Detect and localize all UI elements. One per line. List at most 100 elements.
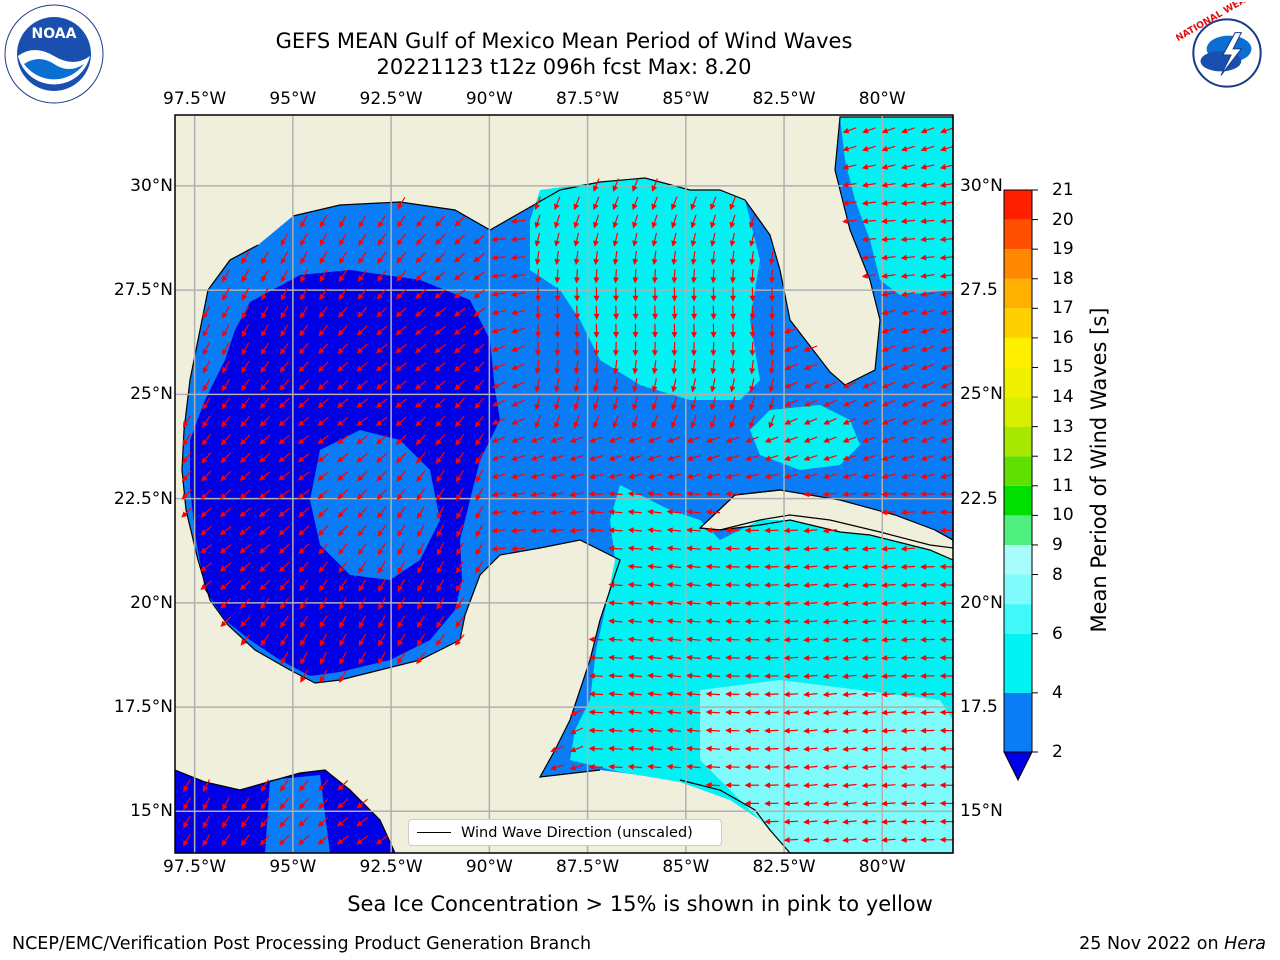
wind-arrowhead (940, 437, 947, 443)
wind-arrowhead (554, 277, 561, 284)
wind-arrowhead (240, 639, 247, 646)
wind-arrowhead (297, 456, 305, 463)
colorbar-segment (1004, 308, 1032, 338)
wind-arrowhead (534, 221, 541, 229)
footer-organization: NCEP/EMC/Verification Post Processing Pr… (12, 934, 592, 954)
wind-arrowhead (900, 545, 907, 552)
wind-arrowhead (298, 384, 305, 391)
wind-arrowhead (397, 585, 404, 592)
wind-arrowhead (356, 802, 363, 809)
wind-arrowhead (279, 348, 286, 355)
wind-arrowhead (666, 490, 673, 497)
wind-arrowhead (553, 421, 560, 429)
wind-arrowhead (317, 456, 324, 463)
wind-arrowhead (608, 709, 615, 716)
wind-arrowhead (241, 330, 248, 338)
wind-arrowhead (920, 346, 928, 352)
colorbar-tick-label: 16 (1052, 327, 1074, 348)
wind-arrowhead (900, 673, 907, 680)
wind-arrowhead (920, 437, 928, 443)
wind-arrowhead (396, 456, 403, 464)
wind-arrowhead (278, 438, 285, 445)
wind-arrowhead (764, 437, 772, 443)
wind-arrowhead (920, 364, 928, 371)
wind-arrowhead (613, 295, 619, 302)
wind-arrowhead (358, 239, 365, 246)
colorbar-segment (1004, 604, 1032, 634)
wind-arrowhead (920, 473, 927, 480)
wind-arrowhead (920, 236, 927, 243)
lat-tick-right: 17.5 (960, 697, 998, 718)
wind-arrowhead (686, 563, 693, 570)
wind-arrowhead (920, 509, 927, 516)
wind-arrowhead (744, 582, 751, 588)
wind-arrowhead (920, 654, 927, 661)
wind-arrowhead (435, 238, 442, 245)
wind-arrowhead (261, 257, 267, 265)
wind-arrowhead (783, 818, 790, 825)
wind-arrowhead (416, 639, 423, 647)
wind-arrowhead (202, 385, 209, 392)
wind-arrowhead (183, 785, 189, 793)
wind-arrowhead (729, 421, 736, 429)
wind-arrowhead (647, 727, 654, 734)
wind-arrowhead (647, 763, 654, 770)
wind-arrowhead (608, 672, 615, 679)
wind-arrowhead (259, 438, 266, 445)
wind-arrowhead (415, 292, 422, 299)
wind-arrowhead (260, 348, 267, 356)
wind-arrowhead (940, 401, 948, 407)
wind-arrowhead (261, 275, 267, 283)
wind-arrowhead (356, 420, 363, 427)
svg-text:NOAA: NOAA (32, 26, 77, 42)
wind-arrowhead (297, 492, 305, 499)
wind-arrowhead (940, 346, 947, 352)
wind-arrowhead (241, 275, 248, 283)
lon-tick-top: 85°W (662, 89, 710, 109)
wind-arrowhead (900, 764, 907, 771)
colorbar-segment (1004, 515, 1032, 545)
lat-tick-right: 22.5 (960, 488, 998, 509)
wind-arrowhead (279, 821, 286, 828)
wind-arrowhead (202, 839, 209, 847)
wind-arrowhead (414, 329, 422, 336)
wind-arrowhead (764, 818, 771, 825)
wind-arrowhead (573, 421, 580, 429)
wind-arrowhead (690, 203, 697, 211)
wind-arrowhead (608, 490, 615, 497)
coastline-pacific (174, 769, 396, 854)
wind-arrowhead (434, 256, 442, 263)
wind-arrowhead (491, 272, 498, 279)
wind-arrowhead (339, 621, 345, 629)
wind-arrowhead (550, 746, 557, 753)
wind-arrowhead (593, 203, 599, 211)
wind-arrowhead (200, 565, 207, 572)
wind-arrowhead (608, 509, 615, 516)
wind-arrowhead (299, 348, 306, 355)
lon-tick-bottom: 95°W (269, 857, 317, 877)
wind-arrowhead (378, 603, 384, 611)
wind-arrowhead (725, 745, 732, 752)
wind-arrowhead (939, 200, 947, 206)
colorbar-segment (1004, 190, 1032, 220)
wind-arrowhead (455, 603, 462, 610)
wind-arrowhead (901, 145, 908, 152)
wind-arrowhead (627, 600, 634, 607)
wind-arrowhead (258, 492, 266, 499)
wind-arrowhead (706, 455, 713, 462)
wind-arrowhead (336, 820, 344, 827)
wind-arrowhead (534, 403, 541, 411)
wind-arrowhead (705, 473, 713, 480)
wind-arrowhead (725, 672, 732, 679)
wind-arrowhead (901, 382, 909, 389)
map-legend: Wind Wave Direction (unscaled) (408, 819, 722, 846)
wind-arrowhead (939, 563, 946, 570)
wind-arrowhead (749, 277, 756, 284)
wind-arrowhead (842, 709, 849, 716)
wind-arrowhead (764, 782, 771, 789)
wind-arrowhead (900, 836, 907, 843)
wind-arrowhead (356, 365, 363, 372)
wind-arrowhead (822, 782, 829, 789)
wind-arrowhead (279, 602, 286, 610)
wind-arrowhead (744, 618, 751, 625)
